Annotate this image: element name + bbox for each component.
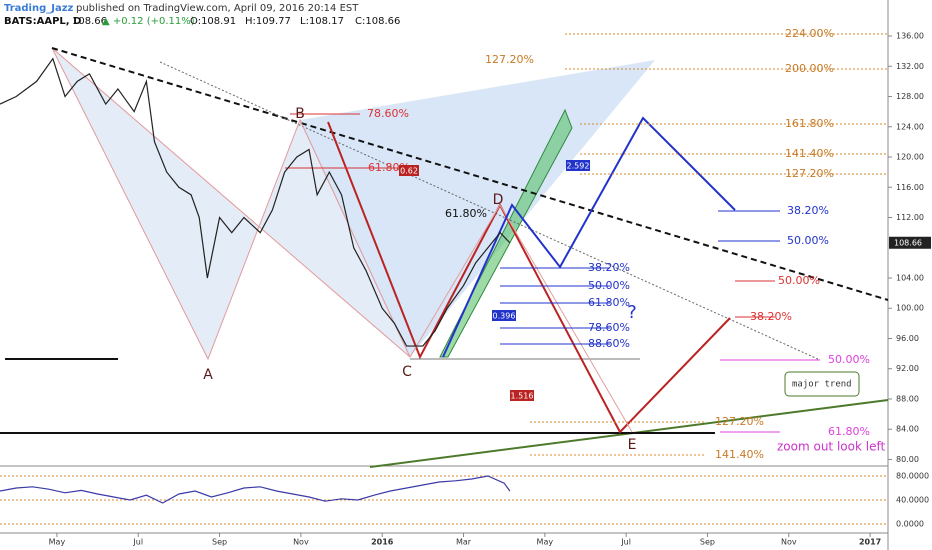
orange-labels: 127.20% 224.00% 200.00% 161.80% 141.40% … <box>485 27 834 461</box>
fib-label: 200.00% <box>785 62 834 75</box>
y-tick-label: 84.00 <box>896 425 919 434</box>
ratio-label: 0.396 <box>493 312 516 321</box>
y-tick-label: 124.00 <box>896 122 924 131</box>
blue-fib-levels <box>500 210 780 345</box>
price-line <box>0 475 511 504</box>
symbol: BATS:AAPL, D <box>4 16 81 27</box>
change: ▲ +0.12 (+0.11%) <box>102 16 195 27</box>
high: H:109.77 <box>245 16 291 27</box>
fib-label: 224.00% <box>785 27 834 40</box>
trend-line-thin <box>159 61 821 361</box>
low: L:108.17 <box>300 16 344 27</box>
fib-label: 88.60% <box>588 337 630 350</box>
ratio-label: 2.592 <box>567 162 590 171</box>
x-tick-label: Sep <box>700 538 715 547</box>
ratio-box <box>399 165 419 176</box>
point-label: D <box>493 192 504 208</box>
ratio-box <box>510 390 534 401</box>
fib-label: 127.20% <box>785 167 834 180</box>
price-line <box>0 57 511 347</box>
last: 108.66 <box>72 16 107 27</box>
pink-pattern <box>299 119 633 433</box>
fib-label: 38.20% <box>588 261 630 274</box>
y-tick-label: 96.00 <box>896 334 919 343</box>
ratio-label: 1.516 <box>511 392 534 401</box>
y-tick-label: 136.00 <box>896 32 924 41</box>
published: published on TradingView.com, April 09, … <box>76 3 359 14</box>
x-tick-label: May <box>49 538 66 547</box>
blue-labels: 38.20% 50.00% 61.80% 78.60% 88.60% ? 38.… <box>588 204 829 350</box>
fib-label: 50.00% <box>828 353 870 366</box>
fib-label: 50.00% <box>787 234 829 247</box>
question-mark: ? <box>627 302 637 323</box>
fib-label: 38.20% <box>787 204 829 217</box>
author[interactable]: Trading_Jazz <box>4 3 74 14</box>
fib-label: 141.40% <box>715 448 764 461</box>
y-tick-label: 0.0000 <box>896 520 924 529</box>
fib-label: 61.80% <box>445 207 487 220</box>
y-tick-label: 80.00 <box>896 455 919 464</box>
y-tick-label: 116.00 <box>896 183 924 192</box>
y-tick-label: 40.0000 <box>896 496 929 505</box>
blue-pattern <box>442 116 736 358</box>
point-label: A <box>203 367 213 383</box>
x-tick-label: Jul <box>132 538 143 547</box>
y-tick-label: 120.00 <box>896 153 924 162</box>
point-label: B <box>295 106 305 122</box>
y-tick-label: 112.00 <box>896 213 924 222</box>
y-tick-label: 100.00 <box>896 304 924 313</box>
y-tick-label: 104.00 <box>896 273 924 282</box>
ratio-label: 0.62 <box>400 167 418 176</box>
other-levels <box>285 113 820 433</box>
x-tick-label: Nov <box>293 538 309 547</box>
y-tick-label: 128.00 <box>896 92 924 101</box>
points: A B C D E <box>203 106 636 453</box>
trend-line <box>51 47 889 301</box>
fib-label: 161.80% <box>785 117 834 130</box>
x-tick-label: 2016 <box>371 538 394 547</box>
fib-label: 38.20% <box>750 310 792 323</box>
fib-levels <box>530 33 888 456</box>
fib-label: 50.00% <box>588 279 630 292</box>
fib-label: 61.80% <box>828 425 870 438</box>
x-tick-label: Sep <box>212 538 227 547</box>
ratio-box <box>492 310 516 321</box>
fib-label: 141.40% <box>785 147 834 160</box>
ratio-box <box>566 160 590 171</box>
point-label: E <box>628 437 637 453</box>
fib-label: 127.20% <box>485 53 534 66</box>
fib-label: 127.20% <box>715 415 764 428</box>
price-tag-label: 108.66 <box>894 238 922 247</box>
callout-box <box>784 371 860 397</box>
callout-text: major trend <box>792 380 852 390</box>
fib-label: 50.00% <box>778 274 820 287</box>
fib-label: 78.60% <box>367 107 409 120</box>
x-tick-label: May <box>537 538 554 547</box>
point-label: C <box>402 364 412 380</box>
green-channel <box>439 108 573 358</box>
y-tick-label: 80.0000 <box>896 472 929 481</box>
open: O:108.91 <box>190 16 236 27</box>
fib-label: 78.60% <box>588 321 630 334</box>
note: zoom out look left <box>777 440 885 454</box>
y-tick-label: 88.00 <box>896 394 919 403</box>
price-tag <box>889 236 931 249</box>
close: C:108.66 <box>355 16 400 27</box>
x-tick-label: Nov <box>781 538 797 547</box>
x-tick-label: Mar <box>456 538 472 547</box>
fib-label: 61.80% <box>588 296 630 309</box>
x-tick-label: 2017 <box>859 538 881 547</box>
y-tick-label: 132.00 <box>896 62 924 71</box>
x-tick-label: Jul <box>620 538 631 547</box>
y-tick-label: 92.00 <box>896 364 919 373</box>
